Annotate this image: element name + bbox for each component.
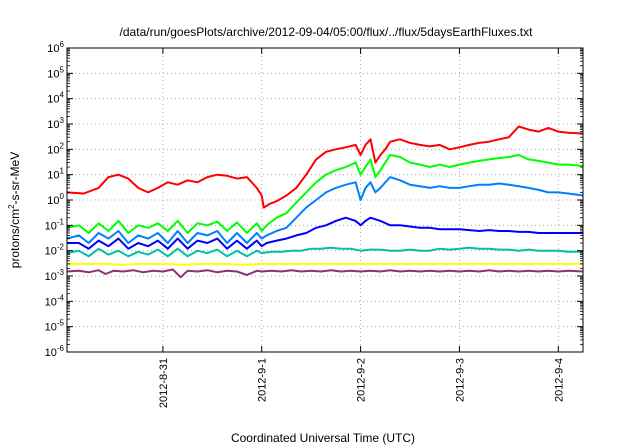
series-line-6 — [67, 262, 583, 266]
x-tick-label: 2012-9-4 — [553, 358, 565, 402]
plot-frame — [66, 47, 584, 353]
chart-title: /data/run/goesPlots/archive/2012-09-04/0… — [120, 25, 534, 39]
x-axis-label: Coordinated Universal Time (UTC) — [231, 431, 415, 445]
y-tick-exponent: -2 — [57, 243, 65, 252]
y-tick-label: 102 — [47, 141, 64, 156]
series-line-3 — [66, 176, 584, 244]
y-tick-base: 10 — [45, 220, 57, 232]
y-tick-exponent: -4 — [57, 293, 65, 302]
y-tick-label: 104 — [47, 91, 64, 106]
y-axis-label: protons/cm2-s-sr-MeV — [7, 152, 22, 268]
y-tick-label: 10-4 — [45, 293, 65, 308]
y-tick-label: 103 — [47, 116, 64, 131]
y-tick-exponent: 5 — [60, 65, 65, 74]
y-tick-exponent: 6 — [60, 40, 65, 49]
y-tick-exponent: 2 — [60, 141, 65, 150]
y-tick-base: 10 — [47, 195, 59, 207]
x-tick-label: 2012-9-2 — [356, 358, 368, 402]
y-tick-base: 10 — [45, 271, 57, 283]
y-tick-exponent: -5 — [57, 319, 65, 328]
y-tick-exponent: 0 — [60, 192, 65, 201]
y-axis-label-pre: protons/cm — [8, 209, 22, 268]
y-tick-label: 100 — [47, 192, 64, 207]
y-tick-exponent: -6 — [57, 344, 65, 353]
grid-lines — [67, 48, 583, 352]
series-line-1 — [66, 125, 584, 209]
series-line-7 — [66, 268, 584, 279]
y-tick-exponent: 4 — [60, 91, 65, 100]
y-tick-base: 10 — [47, 119, 59, 131]
y-tick-base: 10 — [45, 347, 57, 359]
series-line-5 — [66, 246, 583, 258]
x-axis-ticks: 2012-8-31 2012-9-1 2012-9-2 2012-9-3 2012-9-… — [158, 48, 565, 408]
y-tick-exponent: 3 — [60, 116, 65, 125]
series-layer — [66, 125, 584, 279]
y-tick-base: 10 — [47, 144, 59, 156]
y-tick-label: 106 — [47, 40, 64, 55]
y-tick-exponent: -1 — [57, 217, 65, 226]
y-tick-label: 10-5 — [45, 319, 65, 334]
y-tick-base: 10 — [45, 246, 57, 258]
y-tick-base: 10 — [47, 94, 59, 106]
y-axis-label-sup: 2 — [7, 204, 16, 209]
y-axis-ticks: 10-610-510-410-310-210-11001011021031041… — [45, 40, 583, 359]
y-tick-base: 10 — [47, 43, 59, 55]
x-tick-label: 2012-8-31 — [158, 358, 170, 408]
series-line-2 — [66, 154, 584, 234]
y-tick-base: 10 — [47, 68, 59, 80]
y-tick-label: 10-3 — [45, 268, 65, 283]
y-tick-label: 10-1 — [45, 217, 65, 232]
y-tick-exponent: 1 — [60, 167, 65, 176]
y-tick-base: 10 — [45, 296, 57, 308]
y-axis-label-post: -s-sr-MeV — [8, 152, 22, 205]
y-tick-label: 101 — [47, 167, 64, 182]
y-tick-base: 10 — [45, 322, 57, 334]
y-tick-exponent: -3 — [57, 268, 65, 277]
y-tick-label: 105 — [47, 65, 64, 80]
y-tick-base: 10 — [47, 170, 59, 182]
x-tick-label: 2012-9-1 — [257, 358, 269, 402]
y-tick-label: 10-6 — [45, 344, 65, 359]
series-line-4 — [67, 216, 583, 250]
y-tick-label: 10-2 — [45, 243, 65, 258]
x-tick-label: 2012-9-3 — [454, 358, 466, 402]
